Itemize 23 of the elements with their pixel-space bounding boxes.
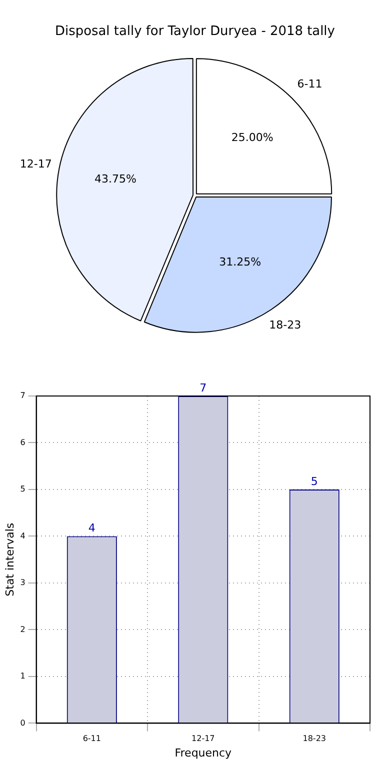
x-tick-label: 6-11 (82, 734, 101, 744)
y-tick-label: 1 (20, 672, 26, 681)
slice-label: 12-17 (20, 158, 52, 171)
y-tick-label: 2 (20, 624, 26, 634)
data-label: 5 (310, 474, 318, 488)
x-axis-title: Frequency (174, 746, 232, 760)
y-tick-label: 0 (20, 718, 26, 728)
y-tick-label: 5 (20, 484, 26, 494)
y-tick-label: 4 (20, 531, 26, 540)
x-tick-label: 18-23 (302, 734, 326, 744)
y-tick-label: 3 (20, 578, 26, 588)
x-tick-label: 12-17 (192, 734, 215, 744)
data-label: 7 (200, 381, 207, 394)
data-label: 4 (88, 522, 96, 535)
data-label: 43.75% (94, 172, 136, 186)
slice-label: 6-11 (297, 77, 322, 90)
y-tick-label: 6 (20, 438, 26, 447)
data-label: 31.25% (219, 256, 262, 269)
y-axis-title: Stat intervals (3, 522, 16, 596)
y-tick-label: 7 (20, 391, 26, 400)
data-label: 25.00% (231, 130, 274, 144)
chart-title: Disposal tally for Taylor Duryea - 2018 tally (55, 24, 336, 40)
slice-label: 18-23 (269, 318, 302, 332)
